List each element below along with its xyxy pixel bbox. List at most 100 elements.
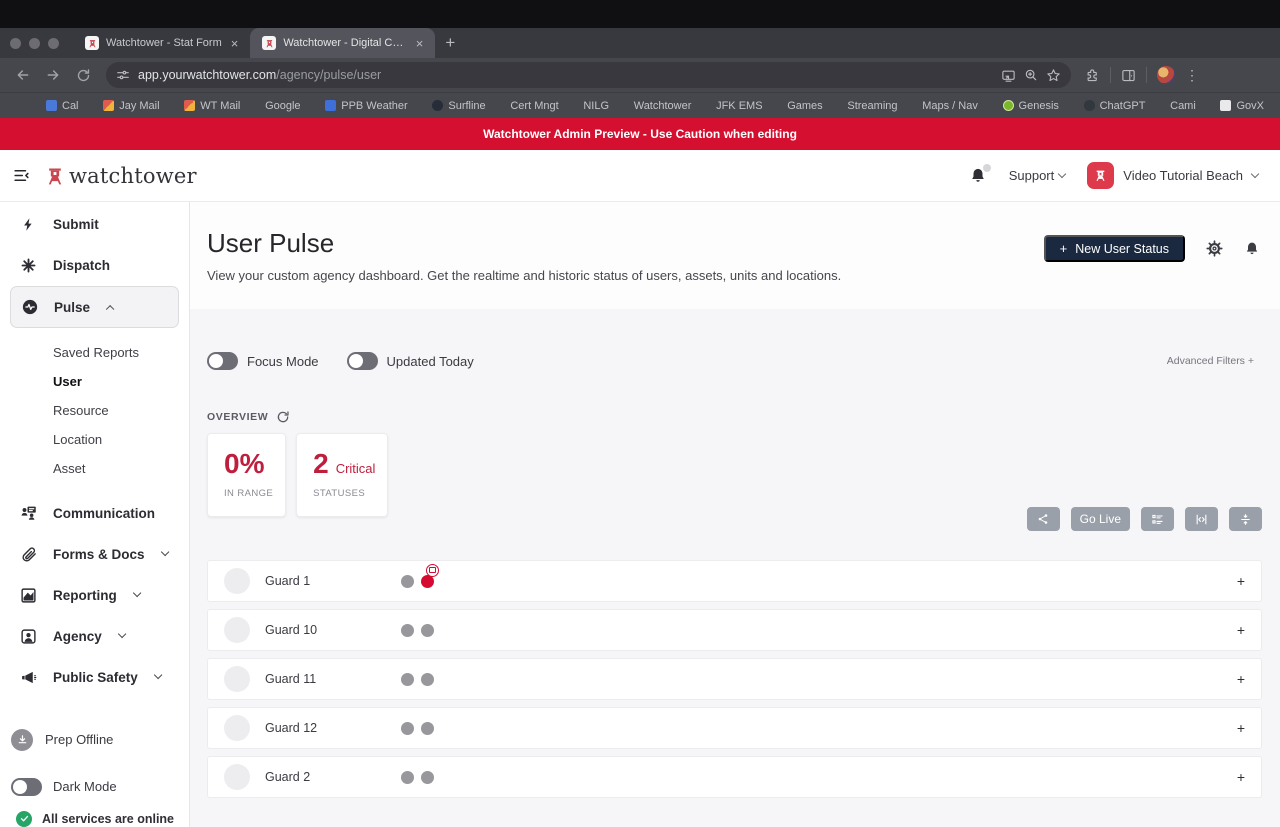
status-dot[interactable] <box>401 623 414 637</box>
bookmark-item[interactable]: ChatGPT <box>1083 100 1145 112</box>
tab-close-icon[interactable]: × <box>415 35 424 51</box>
sidebar-item-agency[interactable]: Agency <box>0 616 189 657</box>
status-dot[interactable] <box>421 563 439 588</box>
bookmark-item[interactable]: Watchtower <box>634 100 692 112</box>
guard-row[interactable]: Guard 11 + <box>207 658 1262 700</box>
bookmark-item[interactable]: Cert Mngt <box>510 100 558 112</box>
bookmark-label: PPB Weather <box>341 99 408 112</box>
status-dot[interactable] <box>421 623 434 637</box>
status-dot[interactable] <box>401 672 414 686</box>
pulse-notifications-bell-icon[interactable] <box>1244 241 1260 257</box>
back-icon[interactable] <box>10 62 36 88</box>
sidebar-item-submit[interactable]: Submit <box>0 204 189 245</box>
bookmark-item[interactable]: JFK EMS <box>716 100 762 112</box>
settings-gear-icon[interactable] <box>1206 240 1223 257</box>
expand-row-plus-icon[interactable]: + <box>1236 573 1245 589</box>
status-dot[interactable] <box>421 672 434 686</box>
dark-mode-toggle[interactable] <box>11 777 42 796</box>
expand-row-plus-icon[interactable]: + <box>1236 720 1245 736</box>
reload-icon[interactable] <box>70 62 96 88</box>
forward-icon[interactable] <box>40 62 66 88</box>
bookmark-item[interactable]: Genesis <box>1002 100 1059 112</box>
window-close-button[interactable] <box>10 37 21 49</box>
status-dot[interactable] <box>421 770 434 784</box>
tab-close-icon[interactable]: × <box>230 35 239 51</box>
filter-toggle[interactable] <box>207 352 238 370</box>
notifications-bell-icon[interactable] <box>969 163 991 185</box>
expand-row-plus-icon[interactable]: + <box>1236 769 1245 785</box>
side-panel-icon[interactable] <box>1121 68 1136 83</box>
bookmark-item[interactable]: Maps / Nav <box>922 100 978 112</box>
zoom-icon[interactable] <box>1024 68 1038 82</box>
filter-toggle[interactable] <box>346 352 378 370</box>
new-user-status-button[interactable]: + New User Status <box>1043 235 1185 262</box>
browser-profile-avatar[interactable] <box>1157 66 1175 84</box>
sidebar-collapse-icon[interactable] <box>12 166 31 185</box>
bookmark-item[interactable]: Google <box>265 100 300 112</box>
status-dot[interactable] <box>401 721 414 735</box>
bookmark-item[interactable]: NILG <box>583 100 609 112</box>
bookmark-star-icon[interactable] <box>1046 68 1061 83</box>
guard-row[interactable]: Guard 10 + <box>207 609 1262 651</box>
account-menu[interactable]: Video Tutorial Beach <box>1087 162 1260 189</box>
browser-menu-icon[interactable]: ⋮ <box>1185 66 1199 83</box>
sidebar-item-reporting[interactable]: Reporting <box>0 575 189 616</box>
bookmark-favicon <box>46 100 57 111</box>
watchtower-logo[interactable]: watchtower <box>45 164 197 188</box>
page-header: User Pulse View your custom agency dashb… <box>190 202 1280 309</box>
brand-wordmark: watchtower <box>69 163 197 188</box>
prep-offline-button[interactable]: Prep Offline <box>0 722 189 758</box>
bookmark-item[interactable]: WT Mail <box>184 100 240 112</box>
status-dot[interactable] <box>401 574 414 588</box>
advanced-filters-link[interactable]: Advanced Filters + <box>1166 355 1254 367</box>
bookmark-item[interactable]: Cal <box>46 100 79 112</box>
url-bar[interactable]: app.yourwatchtower.com/agency/pulse/user <box>106 62 1071 88</box>
bookmark-item[interactable]: Streaming <box>847 100 897 112</box>
checklist-view-button[interactable] <box>1141 507 1174 531</box>
go-live-button[interactable]: Go Live <box>1070 507 1130 531</box>
browser-tab-stat-form[interactable]: Watchtower - Stat Form × <box>73 28 250 58</box>
collapse-vertical-button[interactable] <box>1229 507 1262 531</box>
bookmark-item[interactable]: PPB Weather <box>325 99 408 112</box>
guard-name: Guard 12 <box>265 721 318 735</box>
window-maximize-button[interactable] <box>48 37 59 49</box>
sidebar-item-pulse[interactable]: Pulse <box>11 287 178 327</box>
cast-screen-icon[interactable] <box>1001 68 1016 83</box>
window-minimize-button[interactable] <box>29 37 40 49</box>
sidebar-item-dispatch[interactable]: Dispatch <box>0 245 189 286</box>
sidebar-subitem[interactable]: Asset <box>53 461 86 477</box>
extensions-icon[interactable] <box>1085 68 1100 83</box>
bookmark-item[interactable]: Games <box>787 100 822 112</box>
bookmark-item[interactable]: Surfline <box>432 100 486 112</box>
sidebar-item-forms-docs[interactable]: Forms & Docs <box>0 534 189 575</box>
sidebar-item-label: Dispatch <box>53 258 111 274</box>
bookmark-item[interactable]: Cami <box>1170 100 1196 112</box>
refresh-icon[interactable] <box>276 410 290 424</box>
new-tab-button[interactable]: + <box>445 33 456 52</box>
status-dot[interactable] <box>401 770 414 784</box>
bookmark-item[interactable]: GovX <box>1220 100 1264 112</box>
collapse-horizontal-button[interactable] <box>1185 507 1218 531</box>
support-menu[interactable]: Support <box>1009 168 1067 183</box>
sidebar-subitem[interactable]: Location <box>53 432 103 448</box>
bookmark-item[interactable]: Jay Mail <box>103 100 160 112</box>
sidebar-subitem[interactable]: Resource <box>53 403 109 419</box>
guard-row[interactable]: Guard 1 + <box>207 560 1262 602</box>
sidebar-subitem[interactable]: User <box>53 374 82 390</box>
guard-row[interactable]: Guard 12 + <box>207 707 1262 749</box>
sidebar-item-public-safety[interactable]: Public Safety <box>0 657 189 698</box>
lightning-bolt-icon <box>19 216 38 233</box>
share-button[interactable] <box>1026 507 1060 531</box>
sidebar-item-label: Reporting <box>53 587 117 603</box>
sidebar-item-communication[interactable]: Communication <box>0 493 189 534</box>
sidebar-subitem[interactable]: Saved Reports <box>53 345 139 361</box>
browser-tab-digital-command[interactable]: Watchtower - Digital Comma × <box>250 28 436 58</box>
pulse-subitems: Saved Reports User Resource Location Ass… <box>0 328 189 487</box>
status-dot[interactable] <box>421 721 434 735</box>
guard-row[interactable]: Guard 2 + <box>207 756 1262 798</box>
expand-row-plus-icon[interactable]: + <box>1236 671 1245 687</box>
chevron-down-icon <box>1058 169 1067 179</box>
site-settings-icon[interactable] <box>116 68 130 82</box>
expand-row-plus-icon[interactable]: + <box>1236 622 1245 638</box>
banner-text: Watchtower Admin Preview - Use Caution w… <box>483 127 797 141</box>
